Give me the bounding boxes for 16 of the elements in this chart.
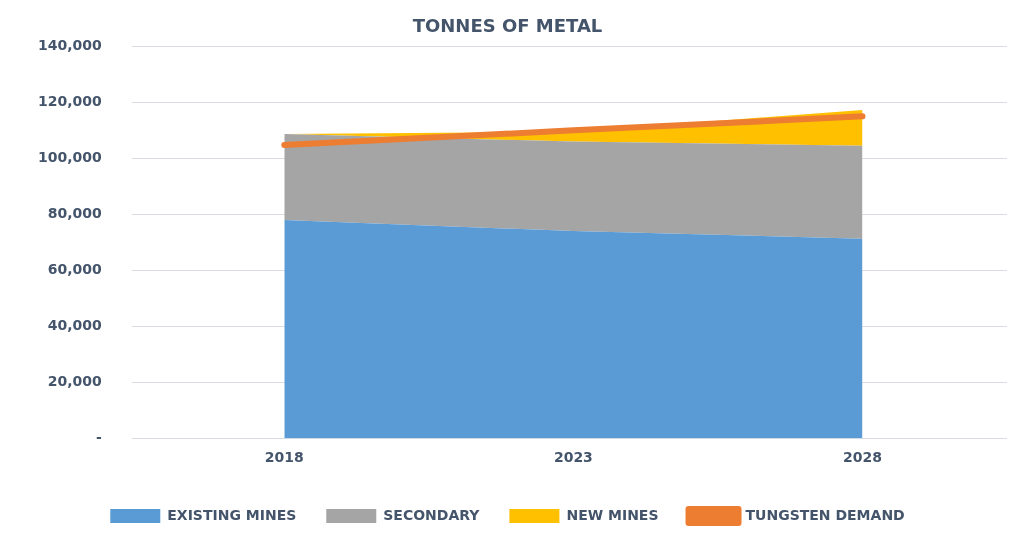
y-tick-label: 60,000 [47,260,103,277]
y-tick-label: 20,000 [47,372,103,389]
x-tick-label: 2023 [553,449,593,466]
x-tick-label: 2028 [842,449,882,466]
y-tick-label: 80,000 [47,204,103,221]
x-tick-label: 2018 [264,449,304,466]
y-tick-label: 40,000 [47,316,103,333]
legend-label: TUNGSTEN DEMAND [745,506,905,523]
y-tick-label: 100,000 [38,148,103,165]
y-tick-label: - [95,428,102,445]
legend-label: SECONDARY [383,506,481,523]
chart-title: TONNES OF METAL [412,15,603,37]
y-tick-label: 120,000 [38,93,103,110]
y-tick-label: 140,000 [38,37,103,54]
legend-label: NEW MINES [566,506,659,523]
legend-label: EXISTING MINES [167,506,297,523]
